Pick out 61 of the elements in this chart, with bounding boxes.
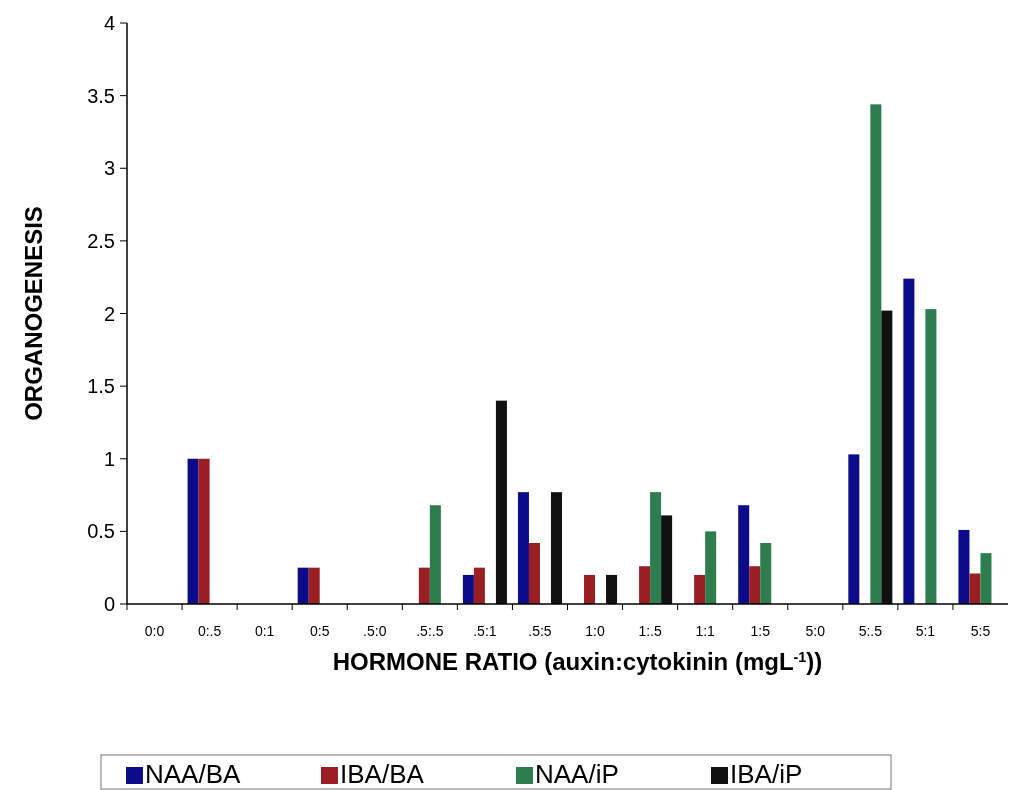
bar xyxy=(980,553,992,604)
bar xyxy=(848,454,860,604)
legend-label: IBA/BA xyxy=(340,759,425,789)
x-axis-title: HORMONE RATIO (auxin:cytokinin (mgL$^{-1}$)) xyxy=(332,648,823,675)
x-tick-label: 1:1 xyxy=(695,623,716,639)
bar xyxy=(429,505,441,604)
bar xyxy=(760,543,772,604)
bar xyxy=(187,458,199,604)
x-tick-label: 0:1 xyxy=(254,623,275,639)
x-tick-label: .5:.5 xyxy=(416,623,444,639)
bar xyxy=(198,458,210,604)
bar xyxy=(650,492,662,604)
bar xyxy=(881,310,893,604)
legend-label: NAA/iP xyxy=(535,759,619,789)
bar xyxy=(694,574,706,604)
x-tick-label: 1:0 xyxy=(585,623,605,639)
legend-label: NAA/BA xyxy=(145,759,242,789)
bar xyxy=(958,529,970,604)
bar xyxy=(297,567,309,604)
bar xyxy=(903,278,915,604)
y-tick-label: 0.5 xyxy=(87,520,115,543)
bar xyxy=(738,505,750,604)
y-tick-label: 3 xyxy=(103,157,115,180)
bar xyxy=(969,573,981,604)
x-tick-label: 1:.5 xyxy=(638,623,662,639)
bar xyxy=(517,492,529,604)
bar xyxy=(925,309,937,604)
bar xyxy=(606,574,618,604)
x-tick-label: 5:1 xyxy=(915,623,936,639)
bar xyxy=(584,574,596,604)
bar xyxy=(705,531,717,604)
x-tick-label: 1:5 xyxy=(750,623,771,639)
bar xyxy=(308,567,320,604)
bar xyxy=(661,515,673,604)
bar xyxy=(528,543,540,604)
y-tick-label: 3.5 xyxy=(87,84,115,107)
bar xyxy=(462,574,474,604)
bar xyxy=(639,566,651,604)
x-tick-label: .5:0 xyxy=(363,623,387,639)
x-tick-label: 5:.5 xyxy=(858,623,883,639)
y-tick-label: 2.5 xyxy=(87,229,115,252)
bar xyxy=(870,104,882,604)
y-tick-label: 1.5 xyxy=(87,375,115,398)
y-tick-label: 2 xyxy=(103,302,115,325)
x-tick-label: 5:0 xyxy=(805,623,826,639)
bar xyxy=(473,567,485,604)
y-tick-label: 0 xyxy=(103,593,115,615)
x-tick-label: 5:5 xyxy=(970,623,991,639)
bar xyxy=(418,567,430,604)
x-tick-label: 0:.5 xyxy=(197,623,222,639)
bar xyxy=(550,492,562,604)
legend-label: IBA/iP xyxy=(730,759,803,789)
y-axis-title: ORGANOGENESIS xyxy=(20,206,47,421)
x-tick-label: 0:0 xyxy=(144,623,165,639)
y-tick-label: 4 xyxy=(103,12,115,34)
x-tick-label: .5:1 xyxy=(473,623,497,639)
x-tick-label: .5:5 xyxy=(528,623,552,639)
x-tick-label: 0:5 xyxy=(309,623,330,639)
y-tick-label: 1 xyxy=(103,447,115,470)
bar xyxy=(495,400,507,604)
bar xyxy=(749,566,761,604)
